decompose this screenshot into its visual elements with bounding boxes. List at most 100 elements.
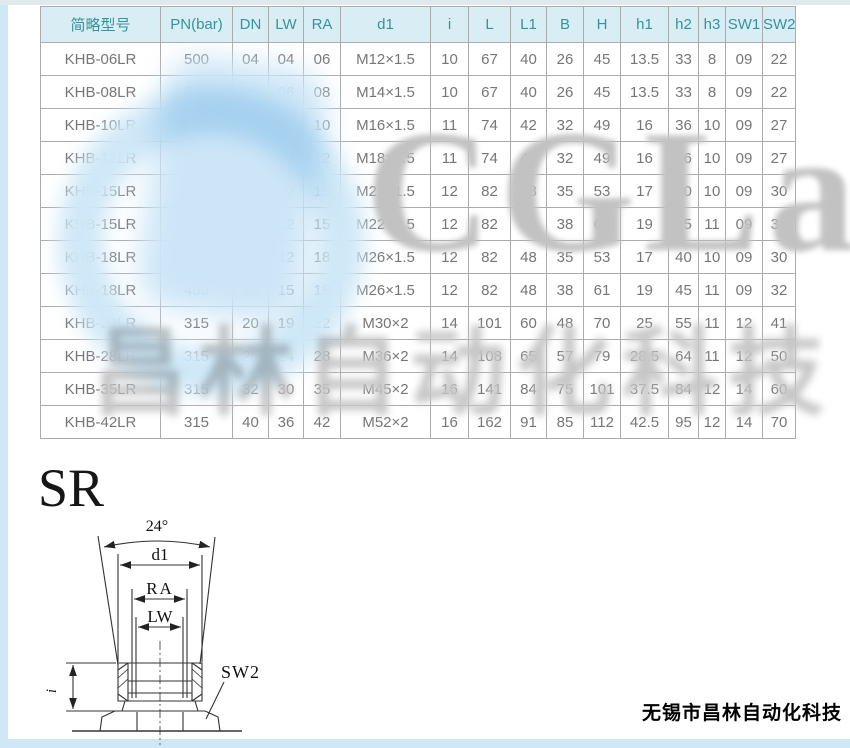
value-cell: 101 [468,306,511,340]
value-cell: 8 [698,75,726,109]
model-cell: KHB-35LR [40,372,161,406]
value-cell: 500 [160,75,233,109]
value-cell: 48 [510,207,547,241]
table-row: KHB-28LR 315 25 24 28 M36×2 14 108 65 57 79 28.5 64 1… [40,339,796,373]
value-cell: 45 [668,273,699,307]
value-cell: 10 [303,108,341,142]
value-cell: 18 [303,273,341,307]
value-cell: 26 [546,75,584,109]
value-cell: M22×1.5 [340,174,431,208]
model-cell: KHB-22LR [40,306,161,340]
ra-label: RA [146,579,174,598]
model-cell: KHB-18LR [40,240,161,274]
table-row: KHB-10LR 500 08 08 10 M16×1.5 11 74 42 32 49 16 36 10… [40,108,796,142]
value-cell: 12 [725,306,763,340]
value-cell: 32 [762,207,796,241]
table-row: KHB-06LR 500 04 04 06 M12×1.5 10 67 40 26 45 13.5 33… [40,42,796,76]
value-cell: M12×1.5 [340,42,431,76]
table-row: KHB-18LR 400 16 15 18 M26×1.5 12 82 48 38 61 19 45 11… [40,273,796,307]
value-cell: 40 [232,405,269,439]
value-cell: 15 [268,273,304,307]
value-cell: 06 [268,75,304,109]
value-cell: 35 [303,372,341,406]
model-cell: KHB-10LR [40,108,161,142]
value-cell: 28.5 [620,339,669,373]
table-row: KHB-35LR 315 32 30 35 M45×2 16 141 84 75 101 37.5 84… [40,372,796,406]
model-cell: KHB-28LR [40,339,161,373]
value-cell: 108 [468,339,511,373]
value-cell: 12 [268,174,304,208]
value-cell: M26×1.5 [340,273,431,307]
value-cell: 57 [546,339,584,373]
table-row: KHB-15LR 500 13 12 15 M22×1.5 12 82 48 35 53 17 40 10… [40,174,796,208]
value-cell: 09 [725,207,763,241]
value-cell: 25 [620,306,669,340]
value-cell: 08 [232,108,269,142]
value-cell: 13 [232,240,269,274]
value-cell: 45 [583,42,621,76]
table-row: KHB-12LR 500 10 10 12 M18×1.5 11 74 42 32 49 16 36 10… [40,141,796,175]
model-cell: KHB-06LR [40,42,161,76]
value-cell: 16 [430,405,469,439]
value-cell: 38 [546,207,584,241]
value-cell: 67 [468,42,511,76]
model-cell: KHB-42LR [40,405,161,439]
value-cell: 85 [546,405,584,439]
value-cell: 33 [668,42,699,76]
value-cell: 53 [583,240,621,274]
value-cell: 74 [468,141,511,175]
value-cell: 11 [430,108,469,142]
value-cell: 11 [698,306,726,340]
column-header: H [583,6,621,43]
lw-extension-lines [135,617,184,698]
value-cell: M26×1.5 [340,240,431,274]
value-cell: 11 [430,141,469,175]
value-cell: 14 [725,405,763,439]
value-cell: 500 [160,174,233,208]
value-cell: 40 [668,240,699,274]
value-cell: 315 [160,339,233,373]
angle-dimension-line [103,540,211,549]
value-cell: 48 [510,273,547,307]
value-cell: 14 [430,306,469,340]
value-cell: 37.5 [620,372,669,406]
value-cell: 82 [468,273,511,307]
value-cell: 25 [232,339,269,373]
value-cell: 36 [668,141,699,175]
value-cell: 500 [160,240,233,274]
value-cell: 12 [268,207,304,241]
value-cell: 10 [430,75,469,109]
value-cell: 27 [762,108,796,142]
table-row: KHB-42LR 315 40 36 42 M52×2 16 162 91 85 112 42.5 95… [40,405,796,439]
value-cell: 8 [698,42,726,76]
value-cell: 06 [232,75,269,109]
model-cell: KHB-15LR [40,207,161,241]
value-cell: 95 [668,405,699,439]
value-cell: 22 [303,306,341,340]
value-cell: 12 [698,372,726,406]
value-cell: 91 [510,405,547,439]
table-row: KHB-18LR 500 13 12 18 M26×1.5 12 82 48 35 53 17 40 10… [40,240,796,274]
value-cell: 09 [725,75,763,109]
hex-inner-verticals [136,712,184,731]
value-cell: 09 [725,240,763,274]
value-cell: 14 [725,372,763,406]
value-cell: 500 [160,42,233,76]
value-cell: 50 [762,339,796,373]
ra-extension-lines [131,589,188,698]
value-cell: 10 [232,141,269,175]
column-header: PN(bar) [160,6,233,43]
value-cell: 13.5 [620,42,669,76]
value-cell: 141 [468,372,511,406]
value-cell: 36 [668,108,699,142]
value-cell: 82 [468,207,511,241]
value-cell: 09 [725,273,763,307]
value-cell: 40 [510,75,547,109]
value-cell: 42.5 [620,405,669,439]
d1-label: d1 [152,545,169,564]
column-header: SW1 [725,6,763,43]
column-header: L1 [510,6,547,43]
value-cell: 84 [510,372,547,406]
nut-chamfers [117,662,203,702]
